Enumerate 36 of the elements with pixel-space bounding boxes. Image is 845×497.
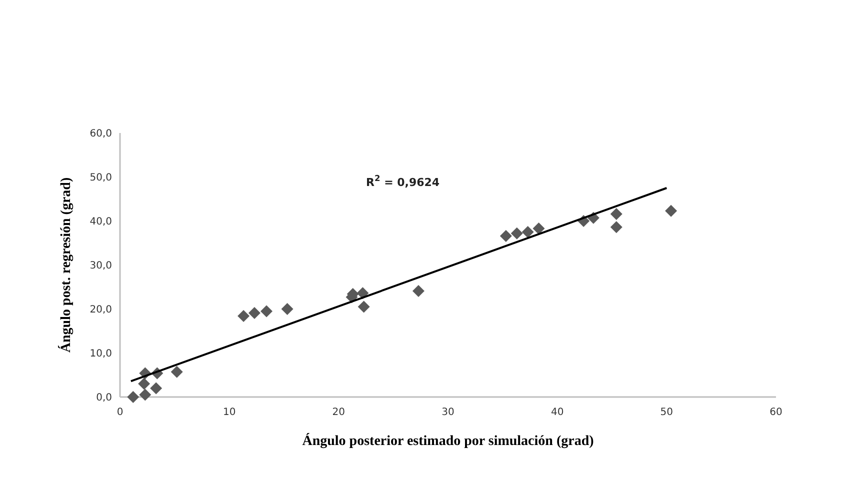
point	[510, 227, 523, 240]
point	[127, 391, 140, 403]
point	[610, 221, 622, 234]
point	[170, 366, 183, 378]
y-axis-title: Ángulo post. regresión (grad)	[57, 177, 74, 353]
point	[138, 378, 150, 390]
y-tick-label: 30,0	[90, 260, 112, 272]
point	[150, 382, 162, 394]
point	[238, 310, 250, 322]
y-tick-label: 10,0	[90, 348, 112, 360]
y-tick-label: 60,0	[90, 128, 112, 140]
x-tick-label: 20	[332, 407, 346, 418]
point	[500, 230, 512, 242]
x-tick-label: 30	[442, 407, 454, 418]
point	[248, 306, 260, 319]
y-tick-label: 40,0	[90, 216, 112, 228]
point	[522, 226, 534, 238]
x-tick-label: 0	[116, 407, 124, 418]
point	[281, 303, 294, 315]
point	[139, 388, 152, 401]
x-tick-label: 40	[550, 407, 564, 418]
y-tick-label: 50,0	[90, 172, 112, 184]
point	[665, 204, 678, 217]
point	[358, 300, 370, 313]
point	[356, 287, 369, 300]
y-tick-label: 0,0	[96, 392, 112, 404]
annotation: R$^{2}$ = 0,9624	[366, 172, 440, 189]
y-tick-label: 20,0	[90, 304, 112, 316]
point	[412, 284, 424, 297]
point	[610, 208, 622, 220]
x-tick-label: 50	[660, 407, 674, 418]
x-tick-label: 60	[770, 407, 782, 418]
point	[532, 222, 545, 234]
point	[260, 305, 273, 318]
x-axis-title: Ángulo posterior estimado por simulación (grad)	[302, 432, 594, 449]
x-tick-label: 10	[222, 407, 236, 418]
